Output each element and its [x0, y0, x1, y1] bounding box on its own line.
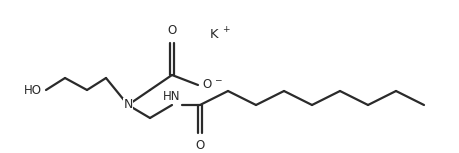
Text: O: O	[202, 78, 211, 91]
Text: O: O	[195, 139, 204, 152]
Text: K: K	[210, 28, 218, 41]
Text: O: O	[167, 24, 176, 37]
Text: HN: HN	[163, 90, 180, 103]
Text: N: N	[123, 99, 132, 112]
Text: −: −	[213, 75, 221, 84]
Text: HO: HO	[24, 84, 42, 97]
Text: +: +	[222, 24, 229, 34]
